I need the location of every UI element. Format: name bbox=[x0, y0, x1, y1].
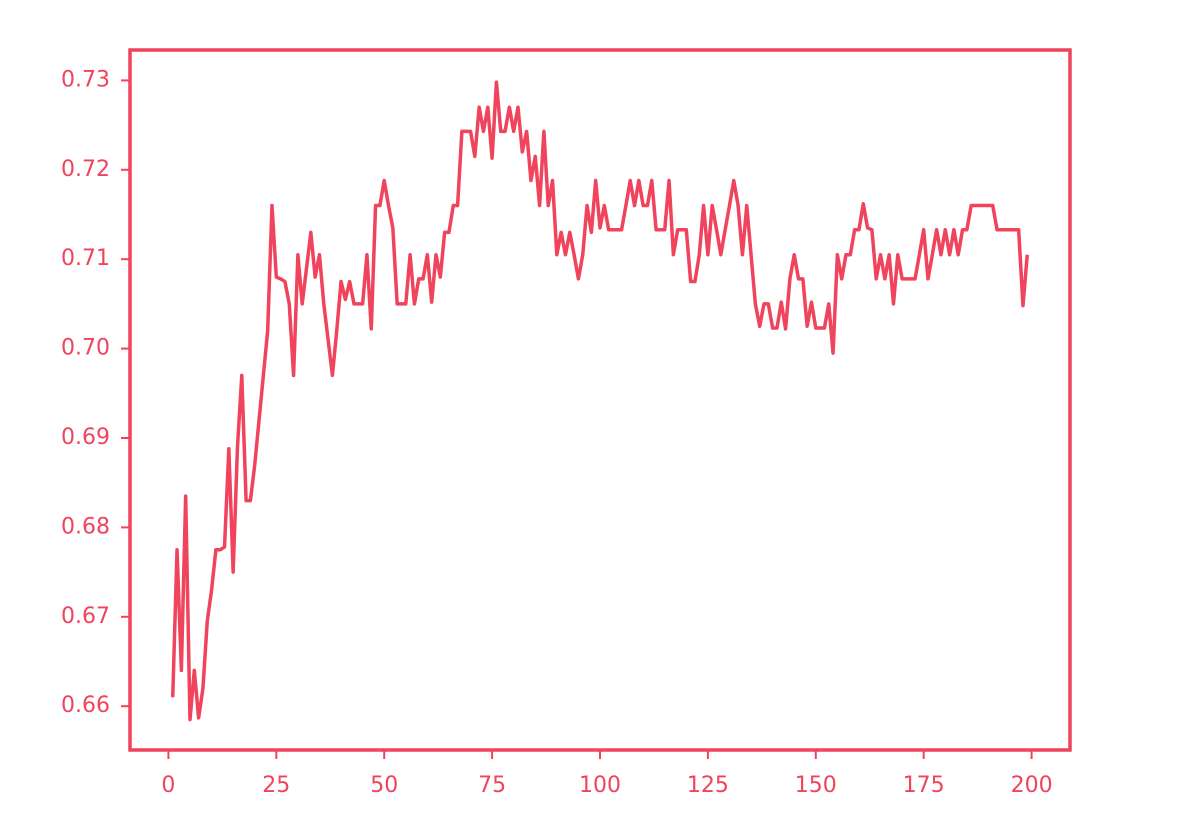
y-tick-label: 0.70 bbox=[61, 336, 110, 361]
x-tick-label: 0 bbox=[161, 773, 175, 798]
x-tick-label: 75 bbox=[478, 773, 506, 798]
y-tick-label: 0.66 bbox=[61, 693, 110, 718]
y-tick-label: 0.69 bbox=[61, 425, 110, 450]
x-tick-label: 200 bbox=[1011, 773, 1053, 798]
x-tick-label: 150 bbox=[795, 773, 837, 798]
y-tick-label: 0.68 bbox=[61, 514, 110, 539]
y-tick-label: 0.67 bbox=[61, 604, 110, 629]
plot-frame bbox=[128, 48, 1072, 752]
x-tick-label: 50 bbox=[370, 773, 398, 798]
data-line bbox=[170, 80, 1030, 722]
y-tick-label: 0.71 bbox=[61, 246, 110, 271]
x-tick-label: 175 bbox=[903, 773, 945, 798]
y-tick-label: 0.72 bbox=[61, 157, 110, 182]
x-tick-label: 100 bbox=[579, 773, 621, 798]
y-tick-label: 0.73 bbox=[61, 67, 110, 92]
x-tick-label: 25 bbox=[262, 773, 290, 798]
x-tick-label: 125 bbox=[687, 773, 729, 798]
